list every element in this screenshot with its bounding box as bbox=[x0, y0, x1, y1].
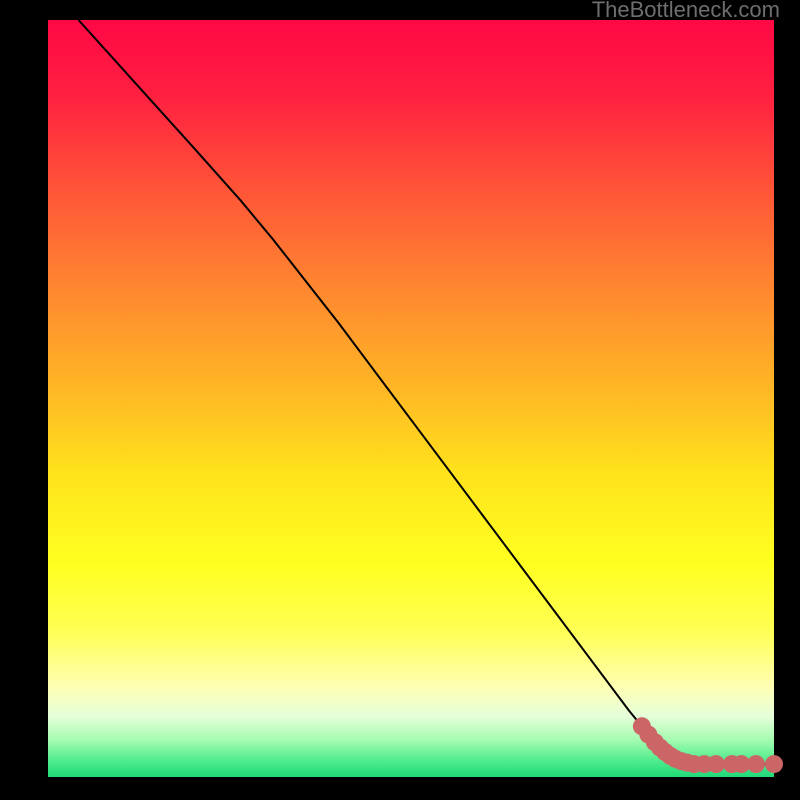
data-marker bbox=[707, 755, 725, 773]
data-marker bbox=[747, 755, 765, 773]
data-marker bbox=[765, 755, 783, 773]
chart-container: { "canvas": { "width": 800, "height": 80… bbox=[0, 0, 800, 800]
bottleneck-chart: TheBottleneck.com bbox=[0, 0, 800, 800]
plot-background bbox=[48, 20, 774, 777]
watermark: TheBottleneck.com bbox=[592, 0, 780, 22]
